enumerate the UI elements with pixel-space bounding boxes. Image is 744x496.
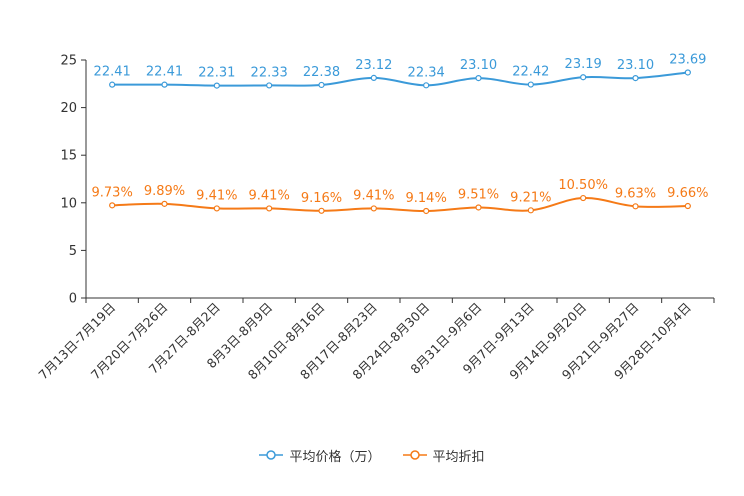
data-label-price: 22.42 (512, 65, 549, 80)
data-point-discount[interactable] (632, 203, 639, 210)
data-label-price: 23.19 (565, 57, 602, 72)
data-label-price: 22.34 (408, 65, 445, 80)
y-tick-label: 25 (60, 54, 77, 69)
data-label-discount: 9.73% (92, 185, 133, 200)
data-point-price[interactable] (527, 81, 534, 88)
data-point-price[interactable] (318, 81, 325, 89)
y-tick-label: 10 (60, 196, 77, 211)
data-label-discount: 9.51% (458, 187, 499, 202)
data-point-discount[interactable] (318, 207, 325, 214)
data-label-price: 23.10 (617, 58, 654, 73)
data-label-discount: 9.14% (406, 191, 447, 206)
data-point-price[interactable] (109, 81, 116, 88)
data-label-price: 22.38 (303, 65, 340, 80)
y-tick-label: 15 (60, 149, 77, 164)
data-label-discount: 9.41% (249, 188, 290, 203)
data-point-discount[interactable] (527, 207, 534, 214)
data-label-discount: 9.63% (615, 186, 656, 201)
data-point-discount[interactable] (475, 204, 482, 211)
data-point-price[interactable] (580, 74, 587, 81)
legend-item-price[interactable]: 平均价格（万） (259, 446, 381, 465)
data-point-price[interactable] (161, 81, 168, 88)
data-label-discount: 9.21% (510, 190, 551, 205)
data-point-price[interactable] (423, 82, 430, 89)
data-label-price: 22.33 (251, 65, 288, 80)
legend-label-price: 平均价格（万） (289, 449, 381, 465)
data-point-discount[interactable] (109, 202, 116, 209)
data-point-price[interactable] (266, 82, 273, 89)
y-tick-label: 0 (69, 292, 77, 307)
data-label-price: 23.12 (355, 58, 392, 73)
data-label-discount: 9.16% (301, 191, 342, 206)
data-label-price: 22.41 (94, 65, 131, 80)
legend-label-discount: 平均折扣 (432, 449, 485, 465)
data-point-discount[interactable] (161, 200, 168, 207)
data-label-discount: 9.89% (144, 184, 185, 199)
data-point-discount[interactable] (266, 205, 273, 212)
data-point-discount[interactable] (580, 194, 587, 202)
data-point-price[interactable] (632, 74, 639, 82)
data-label-price: 23.69 (669, 52, 706, 67)
data-label-discount: 9.41% (353, 188, 394, 203)
legend-item-discount[interactable]: 平均折扣 (402, 446, 485, 465)
y-tick-label: 5 (69, 244, 77, 259)
y-tick-label: 20 (60, 101, 77, 116)
series-line-price (112, 71, 688, 87)
data-point-discount[interactable] (423, 207, 430, 215)
data-point-discount[interactable] (213, 205, 220, 212)
data-label-discount: 10.50% (558, 178, 608, 193)
series-line-discount (112, 197, 688, 212)
legend-swatch-discount-icon (402, 450, 427, 460)
data-label-discount: 9.41% (196, 188, 237, 203)
data-point-price[interactable] (475, 74, 482, 82)
data-label-price: 23.10 (460, 58, 497, 73)
legend-swatch-price-icon (259, 450, 284, 460)
data-point-price[interactable] (370, 74, 377, 81)
data-point-price[interactable] (684, 69, 691, 76)
data-point-discount[interactable] (684, 202, 691, 210)
data-point-discount[interactable] (370, 205, 377, 212)
data-label-price: 22.31 (198, 66, 235, 81)
data-label-discount: 9.66% (667, 186, 708, 201)
line-chart: 05101520257月13日-7月19日7月20日-7月26日7月27日-8月… (35, 52, 715, 382)
data-label-price: 22.41 (146, 65, 183, 80)
data-point-price[interactable] (213, 82, 220, 89)
legend: 平均价格（万） 平均折扣 (0, 444, 744, 466)
